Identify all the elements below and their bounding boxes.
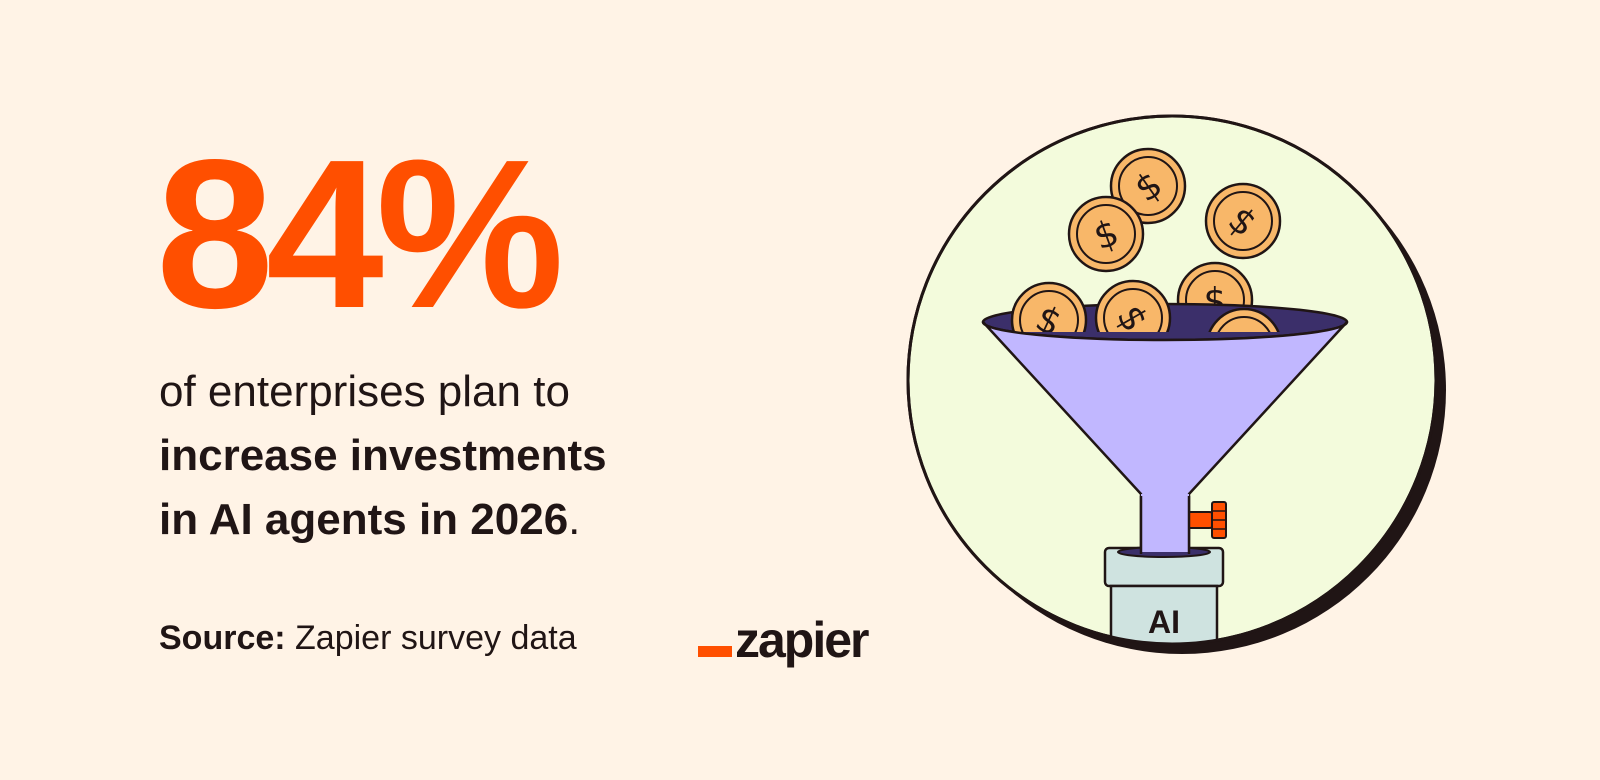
coins-in-mouth: $ $ — [1010, 279, 1283, 332]
funnel-illustration-svg: $ $ $ $ — [906, 114, 1446, 654]
headline-line-3: in AI agents in 2026. — [159, 488, 607, 552]
logo-wordmark: zapier — [735, 612, 870, 668]
source-note: Source: Zapier survey data — [159, 618, 577, 658]
funnel-illustration: $ $ $ $ — [900, 108, 1460, 668]
headline-line-3-bold: in AI agents in 2026 — [159, 495, 569, 544]
headline-line-3-end: . — [568, 495, 581, 544]
logo-underscore-mark — [698, 646, 732, 657]
funnel-cone — [981, 320, 1349, 558]
coin-icon: $ — [1204, 182, 1282, 260]
circle-contents: $ $ $ $ — [981, 147, 1349, 644]
zapier-logo: zapier — [698, 605, 870, 668]
coin-icon: $ — [1010, 281, 1088, 332]
source-label: Source: — [159, 619, 286, 657]
headline: of enterprises plan to increase investme… — [159, 360, 607, 552]
circle-outline — [906, 114, 1438, 646]
coin-icon: $ — [1067, 195, 1145, 273]
stat-value: 84% — [156, 115, 564, 352]
coin-icon — [1205, 307, 1283, 332]
headline-line-1: of enterprises plan to — [159, 367, 570, 416]
headline-line-2: increase investments — [159, 431, 607, 480]
jar-label: AI — [1148, 604, 1180, 640]
source-text: Zapier survey data — [285, 619, 577, 657]
coin-icon: $ — [1094, 279, 1172, 332]
